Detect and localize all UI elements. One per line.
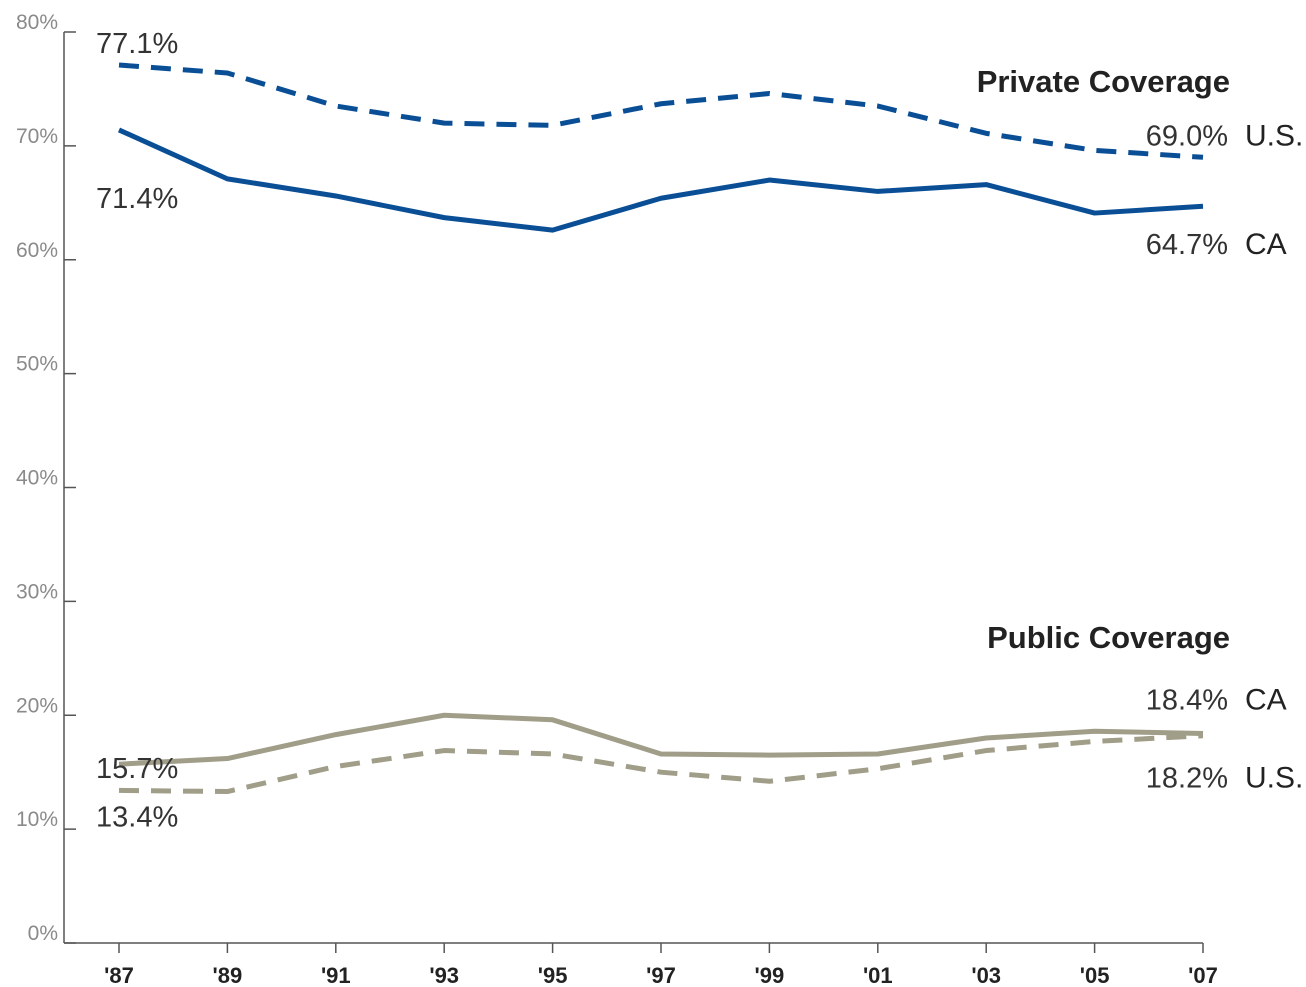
x-tick-label: '07	[1188, 963, 1218, 987]
data-label: 64.7%	[1146, 229, 1228, 261]
data-label: 18.4%	[1146, 684, 1228, 716]
line	[117, 127, 1204, 233]
x-tick-label: '03	[971, 963, 1001, 987]
y-tick-label: 30%	[16, 580, 58, 603]
line	[118, 712, 1204, 767]
y-tick-label: 10%	[16, 808, 58, 831]
data-label: 69.0%	[1146, 120, 1228, 152]
x-tick-label: '95	[538, 963, 568, 987]
series-name: CA	[1245, 228, 1287, 261]
data-label: 13.4%	[96, 801, 178, 833]
data-label: 18.2%	[1146, 763, 1228, 795]
x-tick-label: '91	[321, 963, 351, 987]
series-name: U.S.	[1245, 119, 1303, 152]
series-name: CA	[1245, 683, 1287, 716]
y-tick-label: 60%	[16, 239, 58, 262]
y-tick-label: 80%	[16, 11, 58, 34]
x-tick-label: '87	[104, 963, 134, 987]
y-tick-label: 40%	[16, 467, 58, 490]
series-name: U.S.	[1245, 762, 1303, 795]
y-tick-label: 70%	[16, 125, 58, 148]
line	[118, 62, 1204, 160]
data-label: 71.4%	[96, 183, 178, 215]
data-label: 15.7%	[96, 753, 178, 785]
x-tick-label: '99	[755, 963, 785, 987]
annotation: Private Coverage	[977, 64, 1230, 99]
x-tick-label: '89	[213, 963, 243, 987]
x-tick-label: '01	[863, 963, 893, 987]
x-tick-label: '93	[429, 963, 459, 987]
y-tick-label: 50%	[16, 353, 58, 376]
x-tick-label: '05	[1080, 963, 1110, 987]
annotation: Public Coverage	[987, 620, 1230, 655]
y-tick-label: 20%	[16, 694, 58, 717]
x-tick-label: '97	[646, 963, 676, 987]
y-tick-label: 0%	[28, 922, 58, 945]
data-label: 77.1%	[96, 28, 178, 60]
line	[118, 733, 1204, 795]
